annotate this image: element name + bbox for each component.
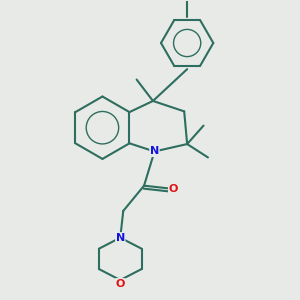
- Text: O: O: [169, 184, 178, 194]
- Text: N: N: [116, 233, 125, 243]
- Text: N: N: [150, 146, 159, 157]
- Text: O: O: [116, 279, 125, 289]
